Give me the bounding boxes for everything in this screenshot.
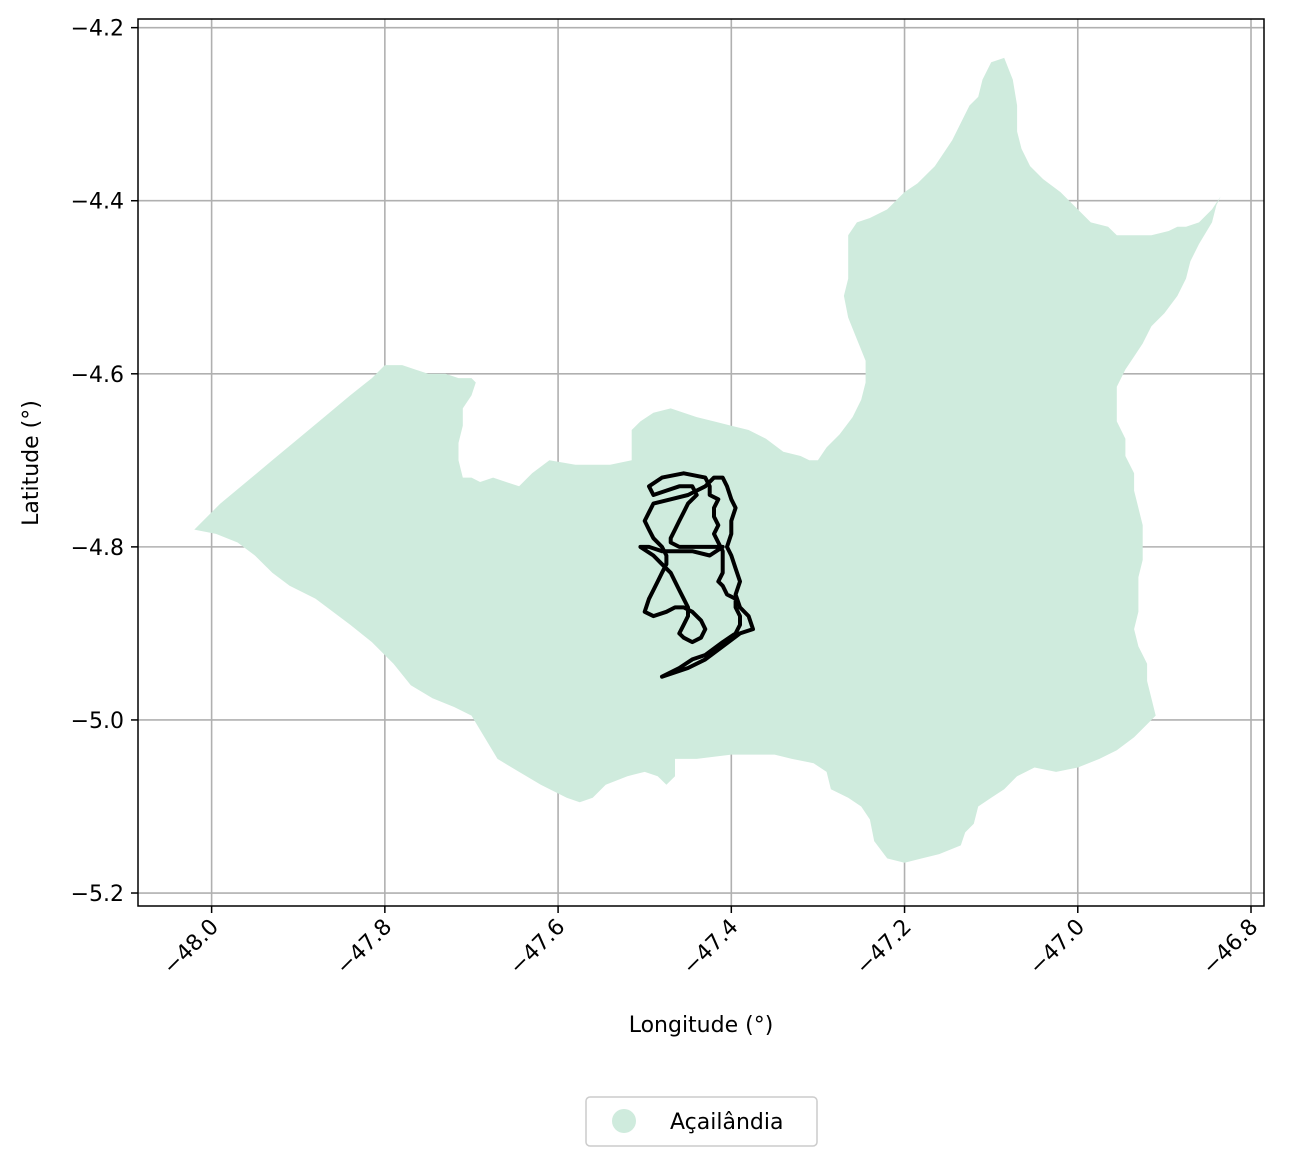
- y-tick-label: −4.4: [71, 190, 124, 215]
- black-boundary-outline: [638, 471, 755, 679]
- y-tick-label: −4.8: [71, 536, 124, 561]
- x-axis-label: Longitude (°): [629, 1013, 774, 1038]
- legend: Açailândia: [585, 1096, 818, 1147]
- y-axis-label: Latitude (°): [19, 400, 44, 526]
- y-tick-label: −5.0: [71, 709, 124, 734]
- region-acailandia: [194, 57, 1221, 863]
- legend-box: [585, 1096, 818, 1147]
- plot-frame: [137, 18, 1265, 907]
- legend-label: Açailândia: [670, 1110, 783, 1135]
- legend-marker: [612, 1109, 636, 1133]
- y-axis-ticks: −4.2 −4.4 −4.6 −4.8 −5.0 −5.2: [71, 17, 138, 907]
- y-tick-label: −4.6: [71, 363, 124, 388]
- y-tick-label: −5.2: [71, 882, 124, 907]
- y-tick-label: −4.2: [71, 17, 124, 42]
